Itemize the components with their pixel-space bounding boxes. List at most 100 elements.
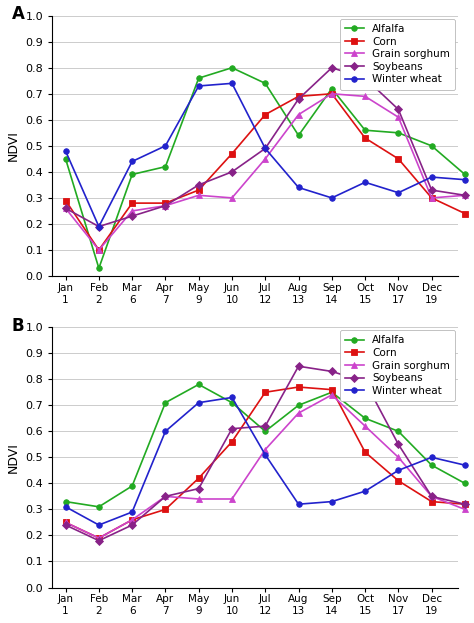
Corn — [63, 519, 68, 526]
Corn — [429, 194, 435, 202]
Corn — [296, 383, 301, 391]
Winter wheat — [263, 145, 268, 152]
Soybeans — [329, 368, 335, 375]
Line: Alfalfa: Alfalfa — [63, 65, 468, 271]
Corn — [462, 500, 468, 508]
Winter wheat — [362, 179, 368, 186]
Legend: Alfalfa, Corn, Grain sorghum, Soybeans, Winter wheat: Alfalfa, Corn, Grain sorghum, Soybeans, … — [340, 330, 455, 401]
Grain sorghum — [395, 454, 401, 461]
Winter wheat — [429, 173, 435, 181]
Alfalfa — [462, 171, 468, 178]
Corn — [395, 477, 401, 485]
Soybeans — [462, 500, 468, 508]
Corn — [229, 438, 235, 445]
Line: Winter wheat: Winter wheat — [63, 395, 468, 528]
Alfalfa — [129, 171, 135, 178]
Grain sorghum — [229, 194, 235, 202]
Alfalfa — [296, 131, 301, 139]
Soybeans — [395, 106, 401, 113]
Winter wheat — [63, 503, 68, 510]
Alfalfa — [395, 427, 401, 435]
Soybeans — [429, 493, 435, 500]
Corn — [96, 246, 102, 254]
Soybeans — [263, 145, 268, 152]
Corn — [263, 389, 268, 396]
Winter wheat — [96, 521, 102, 529]
Soybeans — [63, 204, 68, 212]
Winter wheat — [96, 223, 102, 231]
Corn — [163, 199, 168, 207]
Soybeans — [329, 64, 335, 72]
Grain sorghum — [429, 194, 435, 202]
Corn — [462, 210, 468, 217]
Corn — [362, 449, 368, 456]
Corn — [129, 516, 135, 523]
Soybeans — [163, 202, 168, 209]
Line: Corn: Corn — [63, 384, 468, 541]
Corn — [362, 135, 368, 142]
Winter wheat — [296, 184, 301, 191]
Soybeans — [296, 363, 301, 370]
Grain sorghum — [163, 493, 168, 500]
Winter wheat — [462, 462, 468, 469]
Soybeans — [229, 168, 235, 176]
Line: Grain sorghum: Grain sorghum — [63, 392, 468, 541]
Soybeans — [296, 95, 301, 103]
Alfalfa — [96, 264, 102, 272]
Grain sorghum — [395, 113, 401, 121]
Alfalfa — [63, 155, 68, 163]
Alfalfa — [362, 126, 368, 134]
Soybeans — [96, 223, 102, 231]
Alfalfa — [196, 74, 201, 82]
Soybeans — [196, 181, 201, 189]
Grain sorghum — [362, 422, 368, 430]
Corn — [229, 150, 235, 158]
Alfalfa — [429, 142, 435, 150]
Alfalfa — [229, 399, 235, 406]
Grain sorghum — [129, 207, 135, 215]
Grain sorghum — [96, 246, 102, 254]
Legend: Alfalfa, Corn, Grain sorghum, Soybeans, Winter wheat: Alfalfa, Corn, Grain sorghum, Soybeans, … — [340, 19, 455, 90]
Grain sorghum — [329, 90, 335, 98]
Soybeans — [429, 186, 435, 194]
Text: B: B — [12, 316, 24, 335]
Grain sorghum — [462, 191, 468, 199]
Line: Alfalfa: Alfalfa — [63, 382, 468, 510]
Grain sorghum — [129, 516, 135, 523]
Line: Soybeans: Soybeans — [63, 65, 468, 229]
Grain sorghum — [429, 493, 435, 500]
Alfalfa — [362, 414, 368, 422]
Grain sorghum — [462, 506, 468, 513]
Winter wheat — [395, 189, 401, 196]
Grain sorghum — [163, 202, 168, 209]
Grain sorghum — [263, 446, 268, 454]
Corn — [429, 498, 435, 505]
Soybeans — [263, 422, 268, 430]
Winter wheat — [163, 142, 168, 150]
Grain sorghum — [229, 495, 235, 503]
Grain sorghum — [329, 391, 335, 399]
Alfalfa — [263, 80, 268, 87]
Corn — [163, 506, 168, 513]
Winter wheat — [296, 500, 301, 508]
Soybeans — [229, 425, 235, 432]
Line: Winter wheat: Winter wheat — [63, 80, 468, 229]
Line: Grain sorghum: Grain sorghum — [63, 91, 468, 253]
Text: A: A — [12, 5, 25, 23]
Winter wheat — [329, 194, 335, 202]
Soybeans — [96, 537, 102, 545]
Winter wheat — [462, 176, 468, 183]
Corn — [329, 90, 335, 98]
Grain sorghum — [63, 204, 68, 212]
Soybeans — [362, 378, 368, 386]
Corn — [395, 155, 401, 163]
Soybeans — [129, 521, 135, 529]
Corn — [63, 197, 68, 204]
Winter wheat — [129, 158, 135, 165]
Grain sorghum — [63, 519, 68, 526]
Y-axis label: NDVI: NDVI — [7, 130, 20, 161]
Soybeans — [129, 212, 135, 220]
Winter wheat — [329, 498, 335, 505]
Alfalfa — [429, 462, 435, 469]
Soybeans — [462, 191, 468, 199]
